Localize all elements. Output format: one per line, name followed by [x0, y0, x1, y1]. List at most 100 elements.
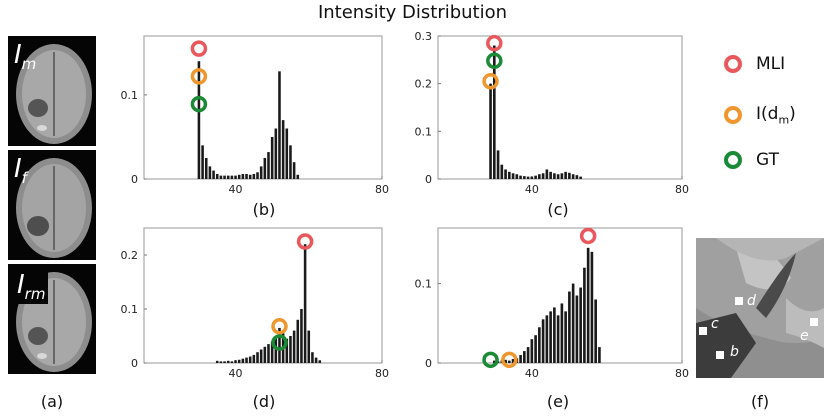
bar-c: [515, 174, 519, 179]
bar-b: [248, 174, 252, 179]
marker-mli-e: [579, 227, 597, 245]
bar-b: [201, 145, 204, 179]
bar-e: [538, 327, 541, 363]
figure-title: Intensity Distribution: [317, 2, 508, 23]
bar-e: [511, 359, 515, 363]
bar-e: [568, 291, 571, 363]
ytick-label-c: 0: [425, 173, 432, 186]
bar-b: [237, 174, 241, 179]
bar-b: [252, 173, 256, 179]
bar-b: [241, 173, 245, 179]
bar-c: [553, 173, 556, 179]
bar-c: [489, 83, 492, 179]
ytick-label-c: 0.3: [415, 30, 433, 43]
bar-e: [560, 303, 564, 363]
bar-b: [204, 157, 208, 179]
bar-e: [519, 355, 522, 363]
bar-c: [496, 150, 500, 179]
bar-b: [234, 175, 237, 179]
bar-c: [523, 176, 526, 179]
brain-label-irm: Irm: [14, 270, 49, 305]
brain-scan-im: [16, 44, 92, 144]
legend-ring-gt-icon: [724, 151, 742, 169]
bar-d: [285, 338, 289, 363]
bar-c: [556, 174, 560, 179]
point-e-marker: [810, 318, 818, 326]
bar-e: [553, 307, 556, 363]
bar-d: [307, 330, 311, 363]
bar-d: [278, 327, 281, 363]
marker-mli-c: [486, 34, 503, 52]
bar-b: [219, 175, 223, 179]
bar-c: [508, 171, 511, 179]
xtick-label-d: 80: [375, 367, 389, 380]
bar-e: [523, 351, 526, 363]
bar-b: [296, 174, 300, 179]
xtick-label-d: 40: [229, 367, 243, 380]
legend-item-idm: I(dm): [724, 104, 796, 126]
ytick-label-c: 0.1: [415, 125, 433, 138]
point-d-marker: [735, 297, 743, 305]
bar-c: [492, 45, 496, 180]
bar-d: [318, 360, 322, 363]
ytick-label-d: 0.2: [121, 249, 139, 262]
bar-e: [579, 287, 582, 363]
bar-b: [289, 145, 292, 179]
legend-ring-mli-icon: [724, 55, 742, 73]
caption-c: (c): [547, 200, 569, 219]
bar-d: [259, 349, 263, 363]
bar-d: [303, 244, 307, 363]
bar-e: [598, 347, 601, 363]
bar-e: [556, 315, 560, 363]
bar-d: [270, 341, 274, 363]
legend-label-gt: GT: [756, 150, 779, 170]
bar-d: [311, 352, 314, 363]
bar-c: [564, 171, 567, 179]
bar-b: [208, 166, 212, 179]
bar-c: [519, 175, 522, 179]
bar-b: [278, 71, 281, 179]
brain-label-if: If: [14, 154, 27, 188]
bar-d: [256, 352, 259, 363]
bar-c: [568, 172, 571, 179]
bar-d: [252, 354, 256, 363]
xtick-label-e: 80: [675, 367, 689, 380]
xtick-label-c: 80: [675, 183, 689, 196]
bar-e: [586, 247, 590, 363]
bar-b: [270, 136, 274, 179]
plot-frame-c: [437, 35, 683, 180]
legend-item-gt: GT: [724, 150, 779, 170]
bar-c: [571, 174, 575, 179]
bar-b: [245, 173, 248, 179]
bar-b: [292, 162, 296, 179]
plot-frame-d: [143, 227, 383, 364]
bar-d: [289, 336, 292, 363]
bar-b: [259, 166, 263, 179]
point-d-label: d: [747, 293, 756, 309]
bar-e: [575, 295, 579, 363]
bar-c: [545, 169, 549, 179]
bar-b: [197, 61, 201, 180]
plot-frame-b: [143, 35, 383, 180]
legend-ring-idm-icon: [724, 106, 742, 125]
bar-e: [571, 283, 575, 363]
ytick-label-e: 0.1: [415, 278, 433, 291]
bar-c: [549, 171, 552, 179]
brain-image-if: If: [8, 150, 96, 260]
legend-label-mli: MLI: [756, 54, 786, 74]
panel-f-patch: d c e b: [696, 238, 824, 378]
bar-d: [245, 357, 248, 363]
marker-gt-d: [271, 334, 288, 351]
bar-e: [508, 360, 511, 363]
bar-c: [538, 174, 541, 179]
bar-d: [292, 330, 296, 363]
bar-b: [256, 172, 259, 179]
bar-e: [590, 251, 594, 363]
bar-c: [500, 164, 504, 179]
bar-d: [267, 344, 270, 363]
ytick-label-c: 0.2: [415, 78, 433, 91]
point-e-label: e: [800, 328, 809, 344]
bar-d: [248, 356, 252, 363]
bar-b: [267, 152, 270, 179]
